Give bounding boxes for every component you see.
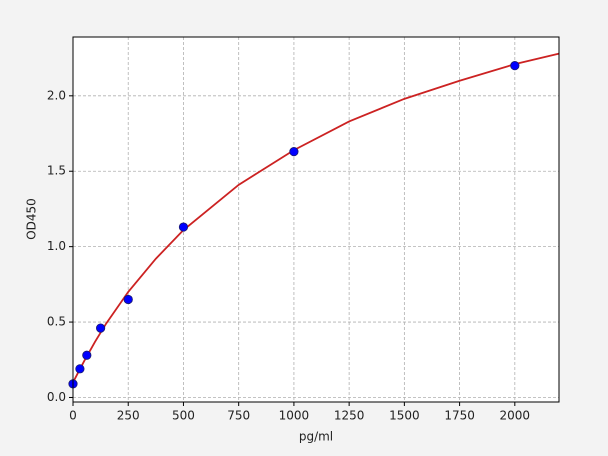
data-point <box>75 364 85 374</box>
data-point <box>510 61 520 71</box>
x-tick-label: 0 <box>69 409 77 423</box>
x-tick-label: 1500 <box>389 409 420 423</box>
data-point <box>178 222 189 232</box>
x-tick-label: 1250 <box>334 409 365 423</box>
y-tick-label: 0.0 <box>47 390 66 404</box>
y-tick-label: 0.5 <box>47 315 66 329</box>
x-tick-label: 2000 <box>500 409 531 423</box>
y-tick-label: 2.0 <box>47 88 66 102</box>
x-axis-label: pg/ml <box>299 430 333 444</box>
data-point <box>96 323 106 333</box>
plot-area <box>73 37 559 402</box>
x-tick-label: 750 <box>227 409 250 423</box>
x-tick-label: 500 <box>172 409 195 423</box>
x-tick-label: 1750 <box>444 409 475 423</box>
y-tick-label: 1.5 <box>47 164 66 178</box>
x-tick-label: 1000 <box>279 409 310 423</box>
data-point <box>82 350 92 360</box>
data-point <box>289 147 299 157</box>
plot-frame <box>72 36 560 403</box>
x-tick-label: 250 <box>117 409 140 423</box>
y-axis-label: OD450 <box>25 198 39 240</box>
y-tick-label: 1.0 <box>47 239 66 253</box>
data-point <box>123 294 133 305</box>
